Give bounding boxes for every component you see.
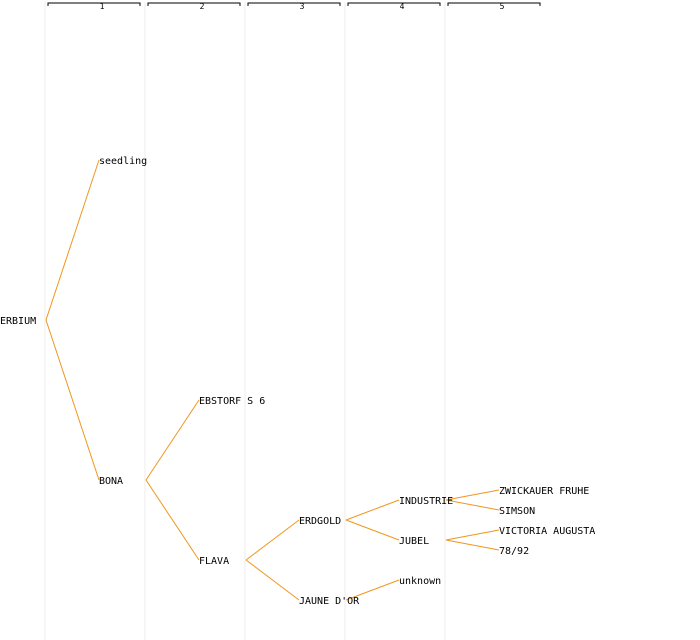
tree-edge: [145, 399, 200, 481]
tree-edge: [345, 579, 400, 601]
node-label: seedling: [99, 156, 147, 167]
node-labels: ERBIUM seedling BONA EBSTORF S 6 FLAVA ERDGOL…: [0, 156, 595, 607]
node-label: ERDGOLD: [299, 516, 341, 527]
generation-number: 5: [500, 2, 505, 11]
node-label: FLAVA: [199, 556, 229, 567]
tree-edge: [445, 539, 500, 551]
column-bracket-4: [347, 2, 441, 6]
tree-edge: [445, 489, 500, 501]
tree-edge: [45, 159, 100, 321]
column-bracket-3: [247, 2, 341, 6]
tree-edge: [245, 559, 300, 601]
column-bracket-5: [447, 2, 541, 6]
generation-number: 3: [300, 2, 305, 11]
tree-edges: [45, 159, 500, 601]
node-label: 78/92: [499, 546, 529, 557]
node-label: INDUSTRIE: [399, 496, 453, 507]
tree-edge: [345, 499, 400, 521]
tree-edge: [445, 499, 500, 511]
node-label: BONA: [99, 476, 123, 487]
node-label: ZWICKAUER FRUHE: [499, 486, 589, 497]
node-label: JUBEL: [399, 536, 429, 547]
node-label: VICTORIA AUGUSTA: [499, 526, 595, 537]
generation-number: 2: [200, 2, 205, 11]
tree-edge: [345, 519, 400, 541]
generation-number: 1: [100, 2, 105, 11]
tree-edge: [245, 519, 300, 561]
node-label: EBSTORF S 6: [199, 396, 265, 407]
node-label: JAUNE D'OR: [299, 596, 360, 607]
generation-columns: 1 2 3 4 5: [44, 2, 541, 640]
column-bracket-1: [47, 2, 141, 6]
tree-edge: [45, 319, 100, 481]
tree-edge: [445, 529, 500, 541]
tree-edge: [145, 479, 200, 561]
node-label: unknown: [399, 576, 441, 587]
node-label: ERBIUM: [0, 316, 36, 327]
generation-number: 4: [400, 2, 405, 11]
node-label: SIMSON: [499, 506, 535, 517]
column-bracket-2: [147, 2, 241, 6]
